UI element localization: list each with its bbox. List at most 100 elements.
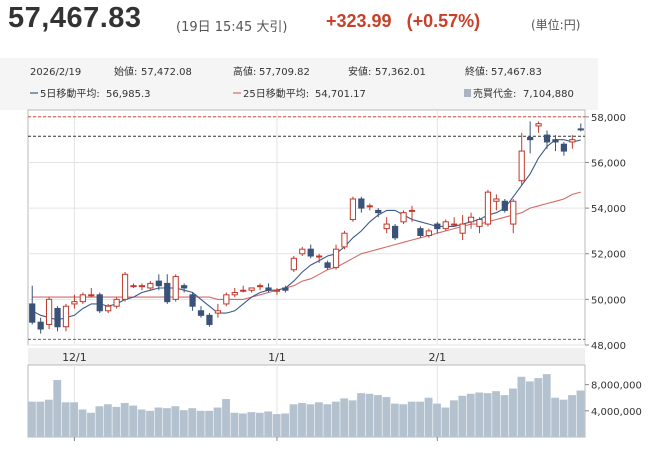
date-tick-label: 2/1 <box>428 351 446 364</box>
candle-body <box>105 305 112 312</box>
volume-bar <box>525 381 534 437</box>
change-value: +323.99 <box>326 11 392 31</box>
volume-bar <box>466 393 475 437</box>
candle-body <box>29 303 36 323</box>
candle-body <box>442 221 449 230</box>
volume-bar <box>179 410 188 437</box>
candle-body <box>527 136 534 141</box>
volume-bar <box>163 408 171 437</box>
candle-body <box>552 139 559 143</box>
candle-body <box>197 310 205 316</box>
candle-body <box>96 294 103 312</box>
candle-body <box>484 191 492 225</box>
unit-label: (単位:円) <box>531 18 581 32</box>
candle-body <box>383 223 390 230</box>
volume-bar <box>222 399 230 437</box>
change-percent: (+0.57%) <box>406 11 481 31</box>
price-tick-label: 56,000 <box>591 158 626 169</box>
candle-body <box>535 123 542 127</box>
candle-body <box>37 321 44 330</box>
open-value: 57,472.08 <box>141 67 192 78</box>
candle-body <box>299 248 306 255</box>
candle-body <box>501 200 508 211</box>
volume-bar <box>289 404 298 437</box>
volume-bar <box>298 402 306 437</box>
price-tick-label: 58,000 <box>591 113 626 124</box>
volume-bar <box>509 388 517 437</box>
ma5-legend-label: 5日移動平均: <box>40 87 100 100</box>
candle-body <box>164 282 171 303</box>
current-price: 57,467.83 <box>8 2 142 34</box>
candle-body <box>147 282 154 289</box>
candle-body <box>282 287 289 291</box>
volume-bar <box>137 409 146 437</box>
volume-bar <box>28 401 36 437</box>
volume-bar <box>70 402 79 437</box>
candle-body <box>375 209 382 214</box>
volume-bar <box>238 413 247 437</box>
volume-bar <box>374 395 382 437</box>
volume-bar <box>230 412 239 437</box>
low-value: 57,362.01 <box>375 67 426 78</box>
volume-bar <box>188 408 197 437</box>
volume-bar <box>323 404 332 437</box>
candle-body <box>45 298 53 325</box>
volume-bar <box>255 412 264 437</box>
volume-legend-swatch <box>464 89 471 97</box>
candle-body <box>569 139 576 143</box>
candle-body <box>214 310 222 314</box>
high-label: 高値: <box>233 65 256 78</box>
volume-bar <box>103 404 112 437</box>
volume-bar <box>120 402 129 437</box>
candle-body <box>248 287 255 291</box>
volume-bar <box>475 392 484 437</box>
candle-body <box>425 230 432 236</box>
volume-bar <box>247 412 256 437</box>
price-tick-label: 48,000 <box>591 341 626 352</box>
candle-body <box>400 212 407 223</box>
volume-bar <box>196 410 205 437</box>
candle-body <box>493 198 500 202</box>
volume-bar <box>483 393 492 437</box>
volume-bar <box>78 409 87 437</box>
volume-bar <box>314 402 323 437</box>
candlesticks <box>29 121 584 334</box>
date-axis-band <box>28 348 585 365</box>
volume-bar <box>390 403 399 437</box>
candle-body <box>79 294 86 303</box>
candle-body <box>189 294 196 307</box>
candle-body <box>434 223 441 230</box>
candle-body <box>316 255 323 258</box>
candle-body <box>366 205 373 208</box>
candle-body <box>349 198 357 221</box>
high-value: 57,709.82 <box>259 67 310 78</box>
volume-bar <box>340 398 349 437</box>
volume-bar <box>53 380 62 437</box>
candle-body <box>451 223 458 226</box>
candle-body <box>324 262 331 268</box>
candle-body <box>467 216 475 223</box>
candle-body <box>172 276 179 300</box>
price-axis: 58,000 56,000 54,000 52,000 50,000 48,000 <box>585 113 626 352</box>
volume-legend-value: 7,104,880 <box>523 89 574 100</box>
candle-body <box>181 285 188 289</box>
volume-bar <box>61 402 70 437</box>
volume-bar <box>44 399 53 437</box>
reference-lines <box>28 116 585 340</box>
volume-bar <box>95 406 104 437</box>
ma25-legend-label: 25日移動平均: <box>243 87 309 100</box>
candle-body <box>240 289 247 292</box>
candle-body <box>577 128 584 131</box>
volume-bar <box>281 413 290 437</box>
volume-bar <box>87 412 95 437</box>
volume-bar <box>365 393 374 437</box>
price-tick-label: 50,000 <box>591 295 626 306</box>
ma5-legend-value: 56,985.3 <box>106 89 151 100</box>
candle-body <box>54 307 61 328</box>
ohlc-date: 2026/2/19 <box>30 67 81 78</box>
candle-body <box>130 285 137 288</box>
volume-bar <box>213 407 222 437</box>
price-chart[interactable]: 2026/2/19 始値: 57,472.08 高値: 57,709.82 安値… <box>0 58 658 451</box>
date-tick-label: 12/1 <box>62 351 87 364</box>
volume-bar <box>500 395 509 437</box>
